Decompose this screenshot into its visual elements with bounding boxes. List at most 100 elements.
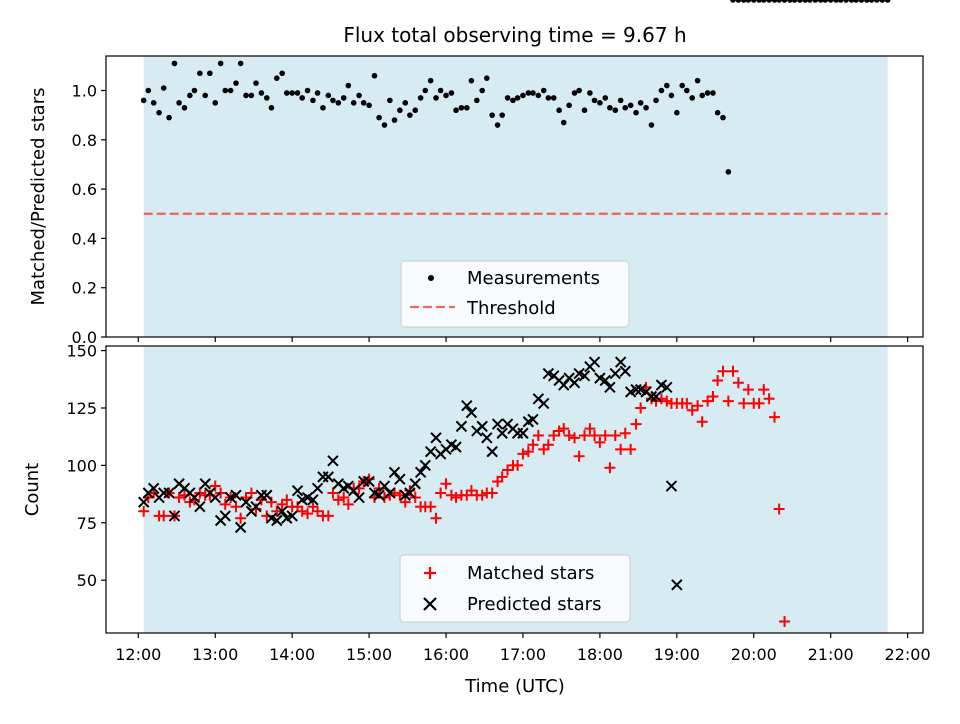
matched-star-point	[342, 498, 354, 510]
measurement-point	[340, 95, 347, 101]
measurement-point	[335, 100, 342, 106]
predicted-star-point	[588, 356, 601, 368]
matched-star-point	[430, 512, 442, 524]
predicted-star-point	[240, 496, 252, 508]
measurement-point	[212, 100, 219, 106]
ratio-y-axis-ticks: 0.0 0.2 0.4 0.6 0.8 1.0	[72, 82, 106, 347]
measurement-point	[350, 100, 357, 106]
measurement-point	[679, 82, 686, 89]
measurement-point	[535, 92, 542, 99]
matched-star-point	[235, 512, 247, 524]
y-tick-label: 150	[66, 342, 97, 361]
measurement-point	[314, 90, 321, 96]
matched-star-point	[296, 505, 308, 517]
matched-star-point	[727, 365, 739, 377]
y-tick-label: 50	[77, 571, 97, 590]
predicted-star-point	[394, 473, 406, 485]
predicted-star-point	[419, 459, 431, 472]
x-tick-label: 17:00	[500, 645, 546, 664]
measurement-point	[607, 104, 613, 111]
matched-star-point	[486, 487, 498, 499]
matched-star-point	[589, 430, 601, 442]
measurement-point	[453, 107, 459, 114]
matched-star-point	[322, 510, 334, 522]
legend-predicted-marker	[423, 597, 437, 611]
predicted-star-point	[614, 356, 627, 368]
measurement-point	[227, 87, 234, 94]
measurement-point	[310, 97, 316, 104]
measurement-point	[484, 75, 490, 81]
measurement-point	[294, 90, 301, 96]
x-tick-label: 15:00	[346, 645, 392, 664]
count-y-axis-ticks: 50 75 100 125 150	[66, 342, 106, 590]
predicted-star-point	[163, 487, 175, 499]
predicted-star-point	[219, 510, 231, 522]
matched-star-point	[615, 443, 627, 455]
measurement-point	[304, 87, 311, 94]
matched-star-point	[696, 416, 708, 428]
measurement-point	[658, 87, 665, 94]
measurement-point	[458, 104, 465, 111]
measurement-point	[391, 117, 398, 123]
predicted-star-point	[414, 466, 427, 478]
count-panel-frame	[105, 345, 924, 634]
measurement-point	[371, 72, 378, 79]
measurement-point	[571, 90, 578, 96]
predicted-star-point	[671, 579, 683, 591]
predicted-star-point	[291, 484, 304, 497]
measurement-point	[858, 0, 865, 3]
y-tick-label: 0.8	[72, 131, 97, 150]
measurement-point	[248, 92, 255, 99]
matched-star-point	[302, 508, 314, 520]
matched-star-point	[630, 418, 642, 430]
ratio-legend-box	[400, 260, 630, 328]
measurement-point	[560, 119, 567, 126]
predicted-star-point	[137, 496, 150, 508]
ratio-y-axis-label: Matched/Predicted stars	[28, 88, 49, 306]
legend-measurements-marker	[428, 275, 434, 281]
y-tick-label: 0.2	[72, 279, 97, 298]
measurement-point	[587, 90, 593, 96]
predicted-star-point	[271, 514, 283, 527]
predicted-star-point	[250, 501, 262, 513]
matched-star-point	[338, 492, 350, 504]
measurement-point	[525, 90, 532, 96]
measurement-point	[848, 0, 855, 3]
matched-star-point	[732, 377, 744, 389]
matched-star-point	[399, 496, 411, 508]
predicted-star-point	[517, 427, 529, 439]
measurement-point	[879, 0, 886, 3]
predicted-star-point	[599, 374, 611, 387]
x-tick-label: 19:00	[654, 645, 700, 664]
y-tick-label: 100	[66, 456, 97, 475]
measurement-point	[181, 104, 188, 111]
matched-star-point	[681, 397, 693, 409]
measurement-point	[648, 122, 655, 128]
measurement-point	[617, 97, 624, 104]
y-tick-label: 0.6	[72, 180, 97, 199]
measurement-point	[207, 70, 213, 77]
measurement-point	[766, 0, 772, 3]
measurement-point	[837, 0, 844, 3]
y-tick-label: 0.0	[72, 328, 97, 347]
measurement-point	[710, 90, 716, 96]
measurement-point	[412, 107, 419, 114]
measurement-point	[745, 0, 752, 3]
y-tick-label: 0.4	[72, 229, 97, 248]
measurement-point	[187, 92, 193, 99]
predicted-star-point	[378, 480, 391, 492]
measurement-point	[694, 77, 701, 84]
matched-star-point	[769, 411, 781, 423]
measurement-point	[345, 82, 352, 89]
predicted-star-point	[404, 487, 416, 499]
measurement-point	[166, 114, 172, 121]
measurement-point	[725, 169, 732, 175]
matched-star-point	[569, 432, 581, 444]
measurement-point	[653, 97, 659, 104]
matched-star-point	[138, 505, 150, 517]
measurement-point	[279, 70, 285, 77]
measurement-point	[627, 102, 634, 109]
y-tick-label: 125	[66, 399, 97, 418]
measurement-point	[417, 95, 424, 101]
